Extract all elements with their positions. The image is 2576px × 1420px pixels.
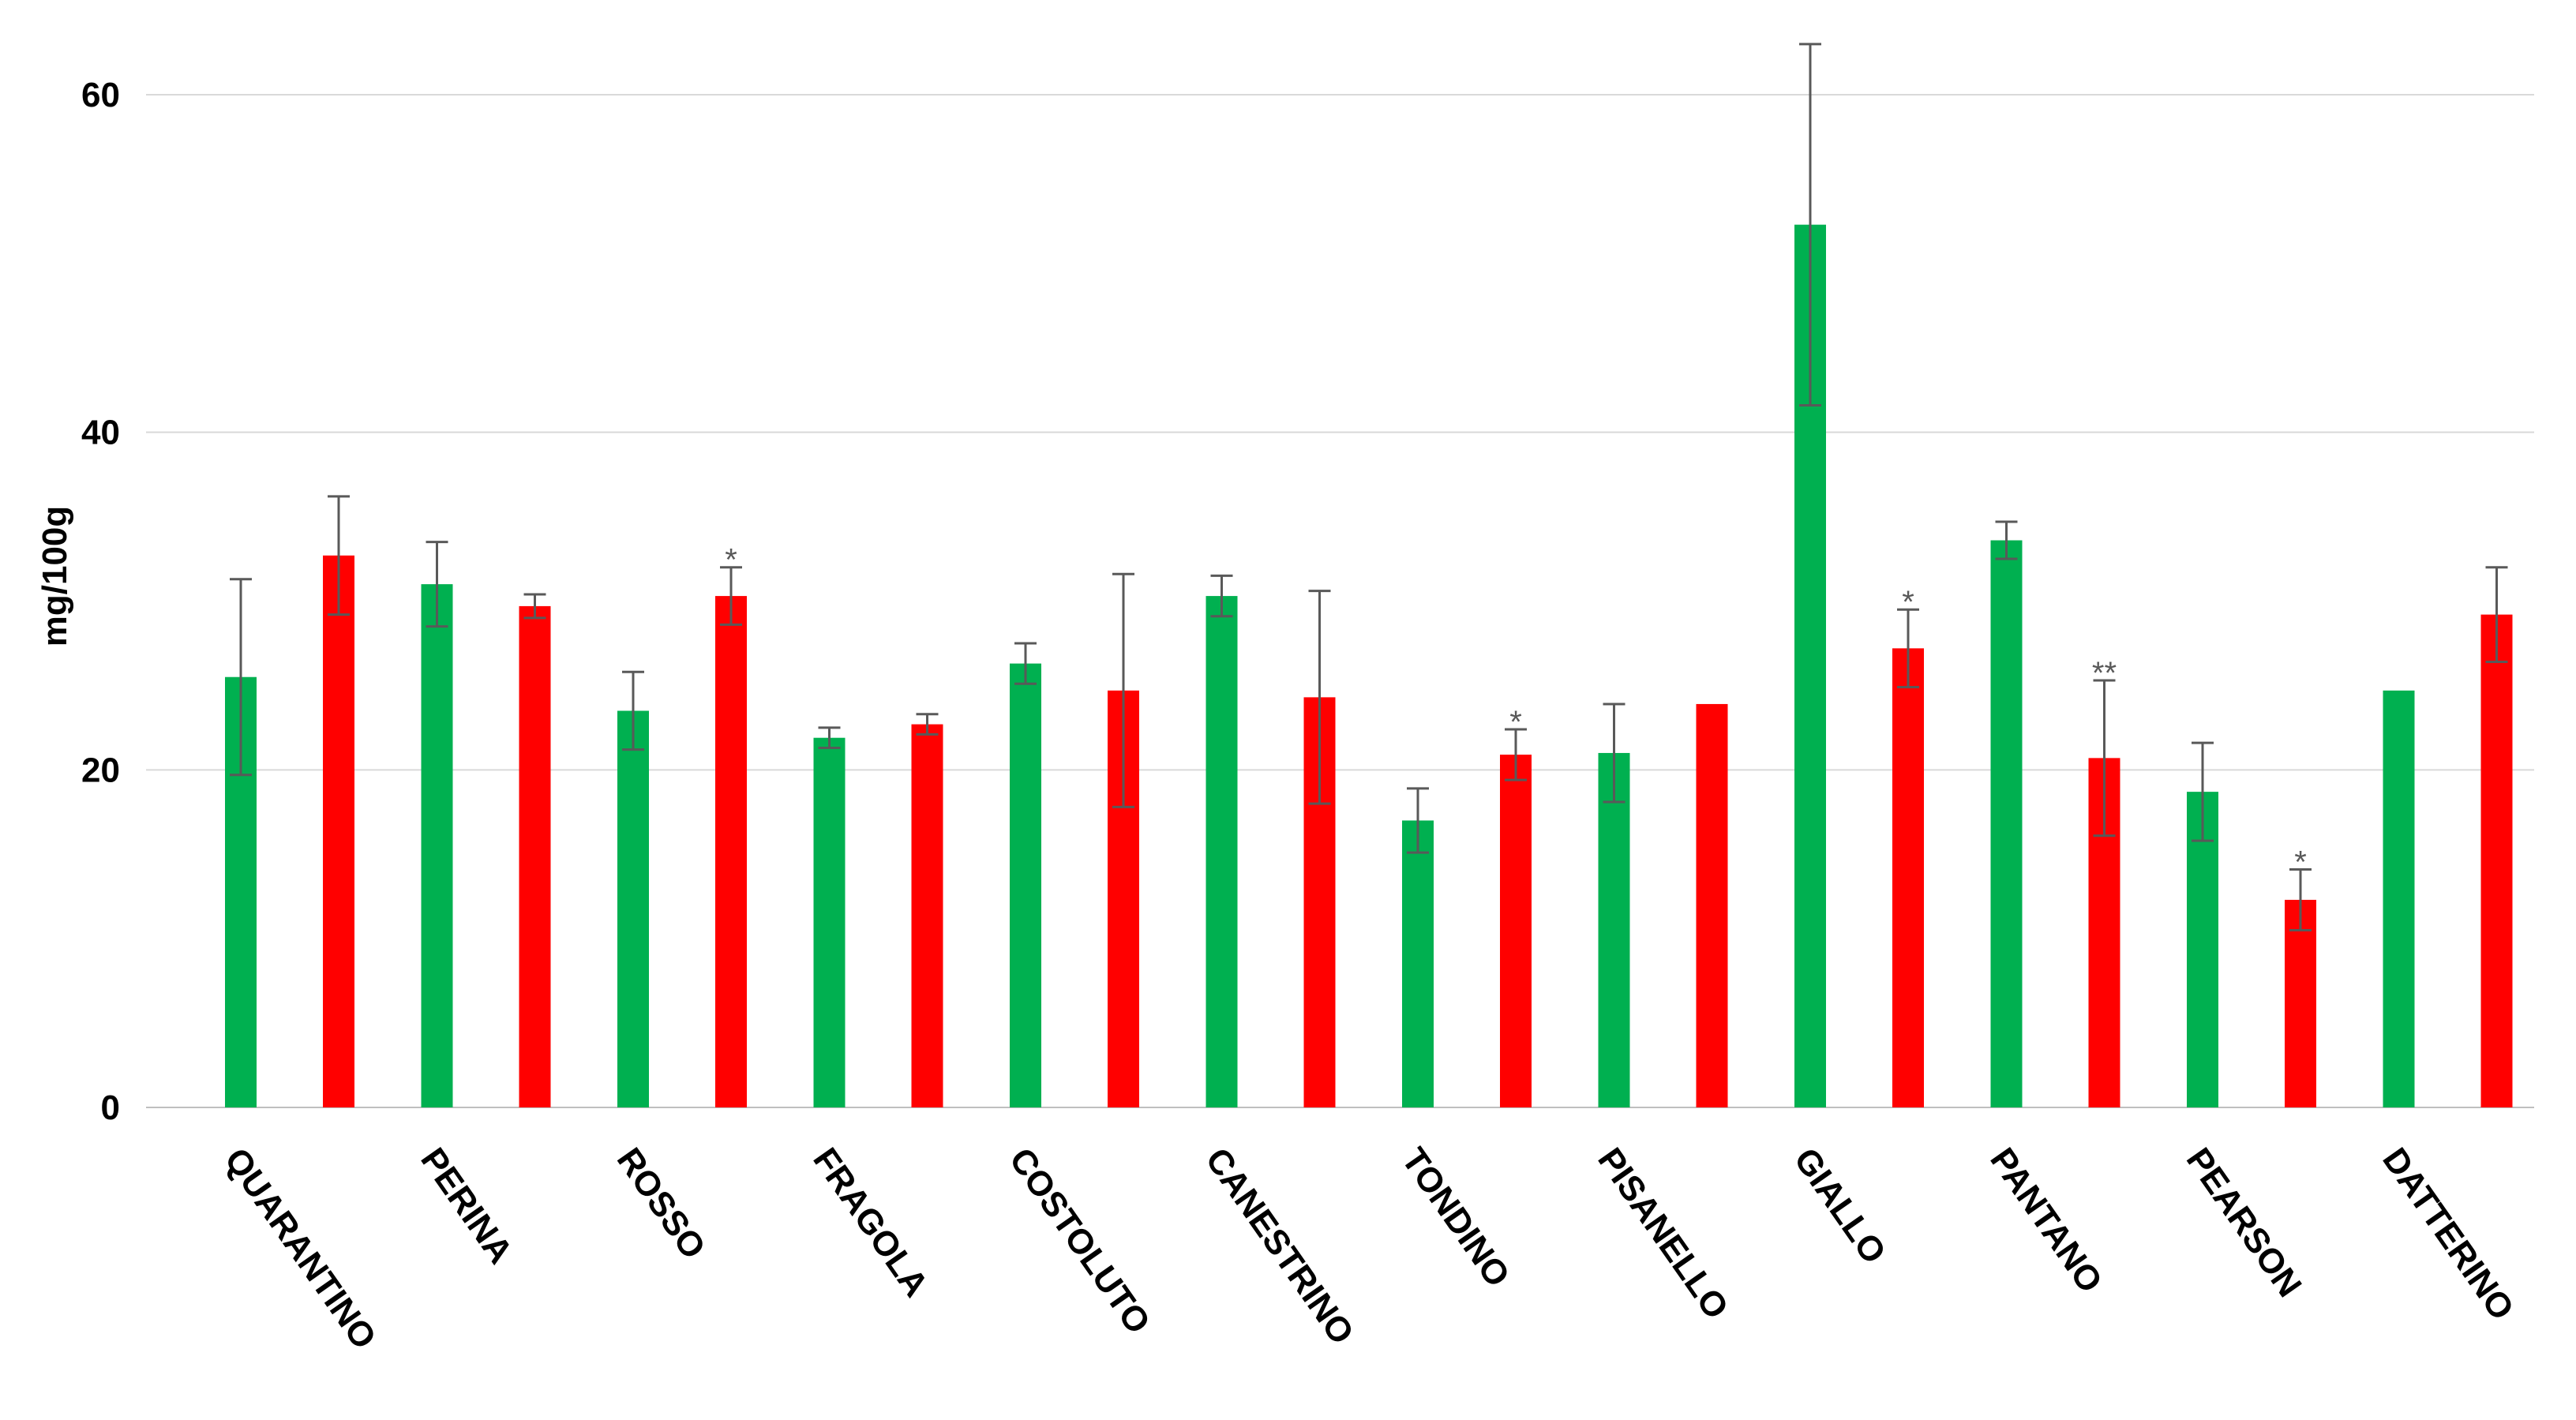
- error-bar: [720, 566, 742, 626]
- error-bar: [230, 578, 252, 777]
- significance-marker: *: [1902, 585, 1914, 620]
- significance-marker: *: [2294, 845, 2307, 879]
- error-bar: [2485, 566, 2508, 663]
- x-category-label: PEARSON: [2179, 1141, 2309, 1304]
- error-bar: [818, 726, 841, 750]
- error-bar: [1112, 572, 1134, 808]
- bar-tondino-series2: [1500, 755, 1532, 1107]
- y-axis-label: mg/100g: [36, 506, 74, 647]
- bar-rosso-series2: [715, 596, 747, 1107]
- bar-rosso-series1: [617, 710, 649, 1107]
- error-bar: [1603, 703, 1625, 804]
- error-bar: [2289, 867, 2312, 931]
- y-axis-ticks: 0 20 40 60: [81, 76, 120, 1127]
- x-category-label: FRAGOLA: [805, 1141, 936, 1304]
- significance-marker: **: [2092, 656, 2117, 691]
- bar-fragola-series1: [813, 737, 846, 1107]
- x-category-label: ROSSO: [609, 1141, 713, 1266]
- bar-pearson-series2: [2285, 899, 2316, 1107]
- bar-canestrino-series1: [1206, 596, 1238, 1107]
- significance-marker: *: [725, 543, 737, 578]
- bars: [225, 224, 2513, 1108]
- bar-datterino-series2: [2480, 614, 2513, 1107]
- error-bar: [622, 670, 644, 751]
- error-bar: [426, 541, 448, 628]
- x-category-label: PISANELLO: [1590, 1141, 1736, 1326]
- error-bar: [916, 713, 939, 736]
- bar-pantano-series1: [1990, 540, 2023, 1107]
- y-tick-label: 40: [81, 414, 120, 452]
- x-category-label: GIALLO: [1787, 1141, 1893, 1271]
- bar-fragola-series2: [911, 724, 943, 1107]
- error-bar: [1014, 642, 1037, 685]
- error-bars: [230, 43, 2508, 931]
- y-tick-label: 20: [81, 751, 120, 789]
- x-category-label: PANTANO: [1982, 1141, 2109, 1300]
- bar-giallo-series2: [1892, 648, 1924, 1107]
- error-bar: [328, 495, 350, 616]
- x-category-label: DATTERINO: [2375, 1141, 2521, 1328]
- bar-pearson-series1: [2187, 792, 2218, 1107]
- error-bar: [1210, 574, 1233, 618]
- bar-perina-series1: [421, 584, 453, 1107]
- bar-perina-series2: [519, 605, 551, 1107]
- bar-tondino-series1: [1402, 820, 1434, 1107]
- y-tick-label: 60: [81, 76, 120, 114]
- error-bar: [1505, 728, 1527, 781]
- bar-costoluto-series1: [1010, 663, 1041, 1107]
- x-category-label: CANESTRINO: [1198, 1141, 1361, 1351]
- x-axis-category-labels: QUARANTINO PERINA ROSSO FRAGOLA COSTOLUTO CAN…: [217, 1141, 2522, 1356]
- x-category-label: COSTOLUTO: [1002, 1141, 1158, 1341]
- x-category-label: QUARANTINO: [217, 1141, 384, 1356]
- error-bar: [1897, 608, 1919, 689]
- y-tick-label: 0: [101, 1088, 120, 1127]
- significance-marker: *: [1509, 705, 1522, 740]
- error-bar: [1407, 787, 1429, 854]
- x-category-label: PERINA: [413, 1141, 519, 1271]
- error-bar: [2192, 741, 2214, 842]
- bar-datterino-series1: [2383, 690, 2415, 1107]
- bar-pisanello-series2: [1696, 703, 1728, 1107]
- significance-markers: ******: [725, 543, 2307, 880]
- error-bar: [2093, 679, 2116, 837]
- error-bar: [523, 593, 546, 620]
- bar-pisanello-series1: [1598, 752, 1630, 1107]
- gridlines: [146, 94, 2534, 1108]
- error-bar: [1799, 43, 1821, 407]
- x-category-label: TONDINO: [1394, 1141, 1517, 1294]
- bar-quarantino-series2: [323, 555, 354, 1107]
- error-bar: [1308, 590, 1331, 805]
- error-bar: [1995, 520, 2018, 560]
